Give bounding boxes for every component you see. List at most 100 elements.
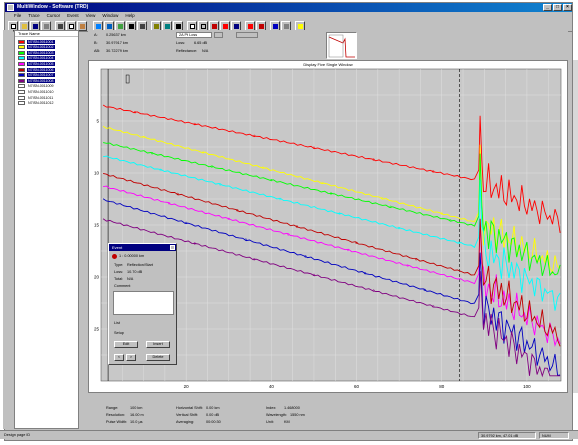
mode-dropdown-button[interactable]: [214, 32, 223, 38]
edit-button[interactable]: Edit: [114, 341, 138, 348]
event-marker: [193, 122, 196, 126]
event-marker: [150, 152, 154, 155]
graph-title: Display Five Single Window: [303, 62, 353, 67]
cursor-a-label: A:: [94, 33, 98, 37]
cursor-handle: [125, 74, 130, 84]
setup-label: Setup: [114, 331, 124, 335]
trace-tree-item[interactable]: N7ISN-0011003: [18, 50, 55, 55]
menu-help[interactable]: Help: [125, 13, 135, 18]
unit-value: KM: [284, 420, 290, 424]
previous-event-button[interactable]: <: [114, 354, 124, 361]
trace-color-swatch: [18, 89, 25, 94]
event-marker: [355, 241, 358, 245]
trace-overview-thumbnail[interactable]: [326, 32, 357, 59]
minimize-button[interactable]: _: [543, 4, 552, 11]
trace-color-swatch: [18, 39, 25, 44]
menu-file[interactable]: File: [14, 13, 22, 18]
event-dialog-title: Event: [109, 244, 176, 251]
x-tick-label: 40: [269, 384, 275, 389]
loss-value: 6.65 dB: [194, 41, 208, 45]
trace-color-swatch: [18, 61, 25, 66]
trace-line: [102, 218, 561, 378]
trace-tree-item[interactable]: N7ISN-0011009: [18, 84, 55, 89]
y-tick-label: 15: [94, 223, 100, 228]
new-button[interactable]: [8, 21, 18, 31]
comment-label: Comment: [114, 284, 131, 288]
event-marker: [312, 273, 316, 277]
trace-tree-item[interactable]: N7ISN-0011011: [18, 95, 54, 100]
insert-button[interactable]: Insert: [146, 341, 170, 348]
trace-line: [103, 155, 561, 311]
event-marker: [227, 217, 230, 221]
trace-tree-item[interactable]: N7ISN-0011010: [18, 89, 55, 94]
index-value: 1.468000: [284, 406, 300, 410]
event-marker: [287, 233, 290, 236]
trace-tree-item[interactable]: N7ISN-0011001: [18, 39, 55, 44]
menu-bar: File Trace Cursor Event View Window Help: [5, 12, 572, 20]
event-marker: [176, 192, 179, 196]
event-value: 1 : 0.00000 km: [119, 254, 145, 258]
trace-line: [102, 198, 561, 377]
menu-view[interactable]: View: [85, 13, 96, 18]
tree-title: Trace Name: [15, 31, 78, 37]
y-tick-label: 5: [96, 119, 99, 124]
trace-tree-label: N7ISN-0011002: [27, 45, 55, 50]
trace-tree-label: N7ISN-0011010: [28, 89, 54, 94]
event-marker: [440, 212, 443, 215]
event-marker: [363, 272, 367, 275]
range-label: Range:: [106, 406, 119, 410]
delete-button[interactable]: Delete: [146, 354, 170, 361]
y-tick-label: 10: [94, 171, 100, 176]
close-button[interactable]: ×: [563, 4, 572, 11]
event-marker: [338, 212, 341, 215]
comment-field[interactable]: [113, 291, 174, 315]
event-marker: [321, 181, 324, 185]
apply-button[interactable]: [236, 32, 258, 38]
title-bar: MultiWindow - Software (TRD) _ □ ×: [5, 3, 572, 12]
menu-cursor[interactable]: Cursor: [46, 13, 61, 18]
trace-tree-item[interactable]: N7ISN-0011002: [18, 45, 55, 50]
cursor-readout: 30.9792 km, 47.01 dB: [478, 432, 536, 439]
menu-event[interactable]: Event: [67, 13, 79, 18]
trace-color-swatch: [18, 67, 25, 72]
app-icon: [7, 4, 14, 11]
x-tick-label: 80: [439, 384, 445, 389]
menu-window[interactable]: Window: [102, 13, 119, 18]
x-tick-label: 100: [523, 384, 531, 389]
trace-tree-label: N7ISN-0011005: [27, 61, 55, 66]
resolution-value: 16.00 m: [130, 413, 144, 417]
event-marker: [423, 288, 426, 292]
vertical-shift-label: Vertical Shift:: [176, 413, 199, 417]
trace-tree-item[interactable]: N7ISN-0011008: [18, 78, 55, 83]
event-marker: [167, 202, 171, 205]
trace-tree-item[interactable]: N7ISN-0011004: [18, 56, 55, 61]
trace-tree-item[interactable]: N7ISN-0011006: [18, 67, 55, 72]
averaging-label: Averaging:: [176, 420, 195, 424]
x-tick-label: 60: [354, 384, 360, 389]
window-title: MultiWindow - Software (TRD): [17, 4, 89, 10]
trace-tree-item[interactable]: N7ISN-0011012: [18, 101, 55, 106]
dialog-close-icon[interactable]: [170, 245, 175, 250]
vertical-scrollbar[interactable]: [573, 60, 578, 393]
menu-trace[interactable]: Trace: [28, 13, 40, 18]
wavelength-label: Wavelength:: [266, 413, 287, 417]
paste-button[interactable]: [77, 21, 87, 31]
trace-tree-item[interactable]: N7ISN-0011007: [18, 73, 55, 78]
reflectance-label: Reflectance:: [176, 49, 198, 53]
trace-tree-label: N7ISN-0011011: [28, 95, 54, 100]
trace-tree-label: N7ISN-0011006: [27, 67, 55, 72]
trace-tree-label: N7ISN-0011004: [27, 56, 55, 61]
event-marker: [432, 305, 435, 308]
event-marker: [185, 221, 188, 225]
measurement-mode-select[interactable]: 2A Pt Loss: [176, 32, 212, 38]
trace-line: [102, 172, 561, 347]
trace-color-swatch: [18, 101, 25, 106]
cursor-info-panel: A: 0.25637 km B: 30.97917 km AB: 30.7227…: [88, 30, 568, 59]
trace-tree-item[interactable]: N7ISN-0011005: [18, 61, 55, 66]
event-marker: [457, 241, 460, 244]
trace-color-swatch: [18, 95, 25, 100]
event-marker: [346, 248, 350, 252]
maximize-button[interactable]: □: [553, 4, 562, 11]
trace-tree-label: N7ISN-0011007: [27, 73, 55, 78]
next-event-button[interactable]: >: [126, 354, 136, 361]
